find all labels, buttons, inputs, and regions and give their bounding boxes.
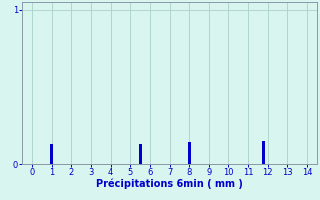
Bar [188,142,191,164]
Bar [50,144,53,164]
Bar [139,144,142,164]
X-axis label: Précipitations 6min ( mm ): Précipitations 6min ( mm ) [96,179,243,189]
Bar [262,141,265,164]
